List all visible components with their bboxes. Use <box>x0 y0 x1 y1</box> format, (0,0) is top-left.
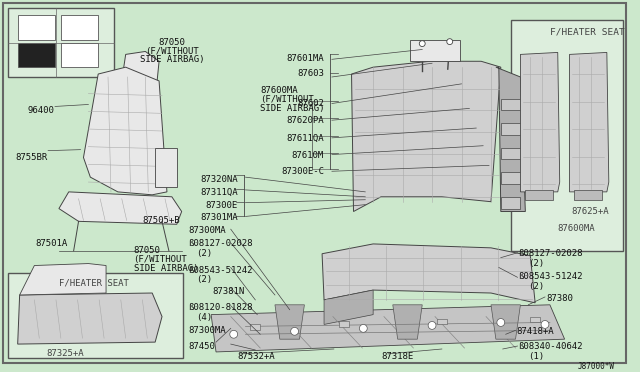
Bar <box>525 190 553 200</box>
Bar <box>61 15 98 40</box>
Polygon shape <box>123 51 159 84</box>
Text: 87620PA: 87620PA <box>287 116 324 125</box>
Polygon shape <box>351 61 500 212</box>
Text: (2): (2) <box>528 259 545 267</box>
Text: 87600MA: 87600MA <box>557 224 595 233</box>
Text: ß08127-02028: ß08127-02028 <box>189 239 253 248</box>
Bar <box>500 197 520 209</box>
Bar <box>511 20 623 251</box>
Text: 87603: 87603 <box>297 69 324 78</box>
Text: 87318E: 87318E <box>381 352 413 361</box>
Bar <box>250 324 260 330</box>
Text: (F/WITHOUT: (F/WITHOUT <box>260 94 314 104</box>
Text: ß08127-02028: ß08127-02028 <box>518 249 583 258</box>
Circle shape <box>497 318 505 326</box>
Text: 87610M: 87610M <box>292 151 324 160</box>
Text: F/HEATER SEAT: F/HEATER SEAT <box>550 28 625 37</box>
Text: 87050: 87050 <box>134 246 161 255</box>
Text: (2): (2) <box>196 249 212 258</box>
Text: 87532+A: 87532+A <box>237 352 275 361</box>
Bar <box>500 99 520 110</box>
Polygon shape <box>20 263 106 295</box>
Text: 87501A: 87501A <box>35 239 68 248</box>
Text: 87625+A: 87625+A <box>572 208 609 217</box>
Text: 87320NA: 87320NA <box>200 175 237 184</box>
Text: 87505+B: 87505+B <box>142 217 180 225</box>
Bar <box>155 148 177 187</box>
Circle shape <box>447 39 452 45</box>
Text: 87300MA: 87300MA <box>189 326 226 336</box>
Bar <box>8 273 182 358</box>
Bar <box>500 123 520 135</box>
Bar <box>18 15 55 40</box>
Text: (2): (2) <box>528 282 545 291</box>
Text: 87301MA: 87301MA <box>200 214 237 222</box>
Text: (F/WITHOUT: (F/WITHOUT <box>145 46 198 55</box>
Text: (2): (2) <box>196 275 212 284</box>
Circle shape <box>428 321 436 329</box>
Text: ß08543-51242: ß08543-51242 <box>189 266 253 275</box>
Text: (F/WITHOUT: (F/WITHOUT <box>134 255 188 264</box>
Text: 87450: 87450 <box>189 342 216 351</box>
Text: 87300E: 87300E <box>205 201 237 210</box>
Polygon shape <box>18 293 162 344</box>
Polygon shape <box>275 305 305 339</box>
Text: 96400: 96400 <box>27 106 54 115</box>
Bar <box>410 40 460 61</box>
Polygon shape <box>491 305 520 339</box>
Polygon shape <box>211 305 564 352</box>
Text: SIDE AIRBAG): SIDE AIRBAG) <box>134 263 198 273</box>
Polygon shape <box>393 305 422 339</box>
Polygon shape <box>83 67 167 195</box>
Polygon shape <box>59 192 182 224</box>
Polygon shape <box>322 244 535 303</box>
Text: 87300E-C: 87300E-C <box>281 167 324 176</box>
Bar <box>61 43 98 67</box>
Bar <box>18 43 55 67</box>
Text: 87381N: 87381N <box>212 287 244 296</box>
Text: F/HEATER SEAT: F/HEATER SEAT <box>59 278 129 287</box>
Bar <box>339 321 349 327</box>
Circle shape <box>360 324 367 332</box>
Polygon shape <box>520 52 560 192</box>
Text: ß08543-51242: ß08543-51242 <box>518 272 583 281</box>
Circle shape <box>291 327 298 335</box>
Polygon shape <box>570 52 609 192</box>
Text: ß08120-81828: ß08120-81828 <box>189 303 253 312</box>
Text: ß08340-40642: ß08340-40642 <box>518 342 583 351</box>
Text: 87418+A: 87418+A <box>516 327 554 336</box>
Circle shape <box>541 321 549 328</box>
Bar <box>437 318 447 324</box>
Text: 87600MA: 87600MA <box>260 86 298 95</box>
Text: J87000*W: J87000*W <box>578 362 614 371</box>
Text: 87311QA: 87311QA <box>200 188 237 197</box>
Text: 87601MA: 87601MA <box>287 54 324 63</box>
Text: SIDE AIRBAG): SIDE AIRBAG) <box>260 103 324 112</box>
Bar <box>575 190 602 200</box>
Text: SIDE AIRBAG): SIDE AIRBAG) <box>140 55 204 64</box>
Text: 8755BR: 8755BR <box>15 153 47 161</box>
Text: 87611QA: 87611QA <box>287 134 324 143</box>
Circle shape <box>419 41 425 46</box>
Polygon shape <box>496 67 525 212</box>
Text: 87380: 87380 <box>546 294 573 303</box>
Text: 87300MA: 87300MA <box>189 226 226 235</box>
Bar <box>500 172 520 184</box>
Text: 87050: 87050 <box>159 38 185 47</box>
Bar <box>8 8 114 77</box>
Bar <box>500 148 520 160</box>
Text: (4): (4) <box>196 312 212 322</box>
Text: (1): (1) <box>528 352 545 361</box>
Text: 87602: 87602 <box>297 99 324 108</box>
Circle shape <box>230 330 237 338</box>
Text: 87325+A: 87325+A <box>46 349 84 358</box>
Bar <box>531 317 540 323</box>
Polygon shape <box>324 290 373 324</box>
